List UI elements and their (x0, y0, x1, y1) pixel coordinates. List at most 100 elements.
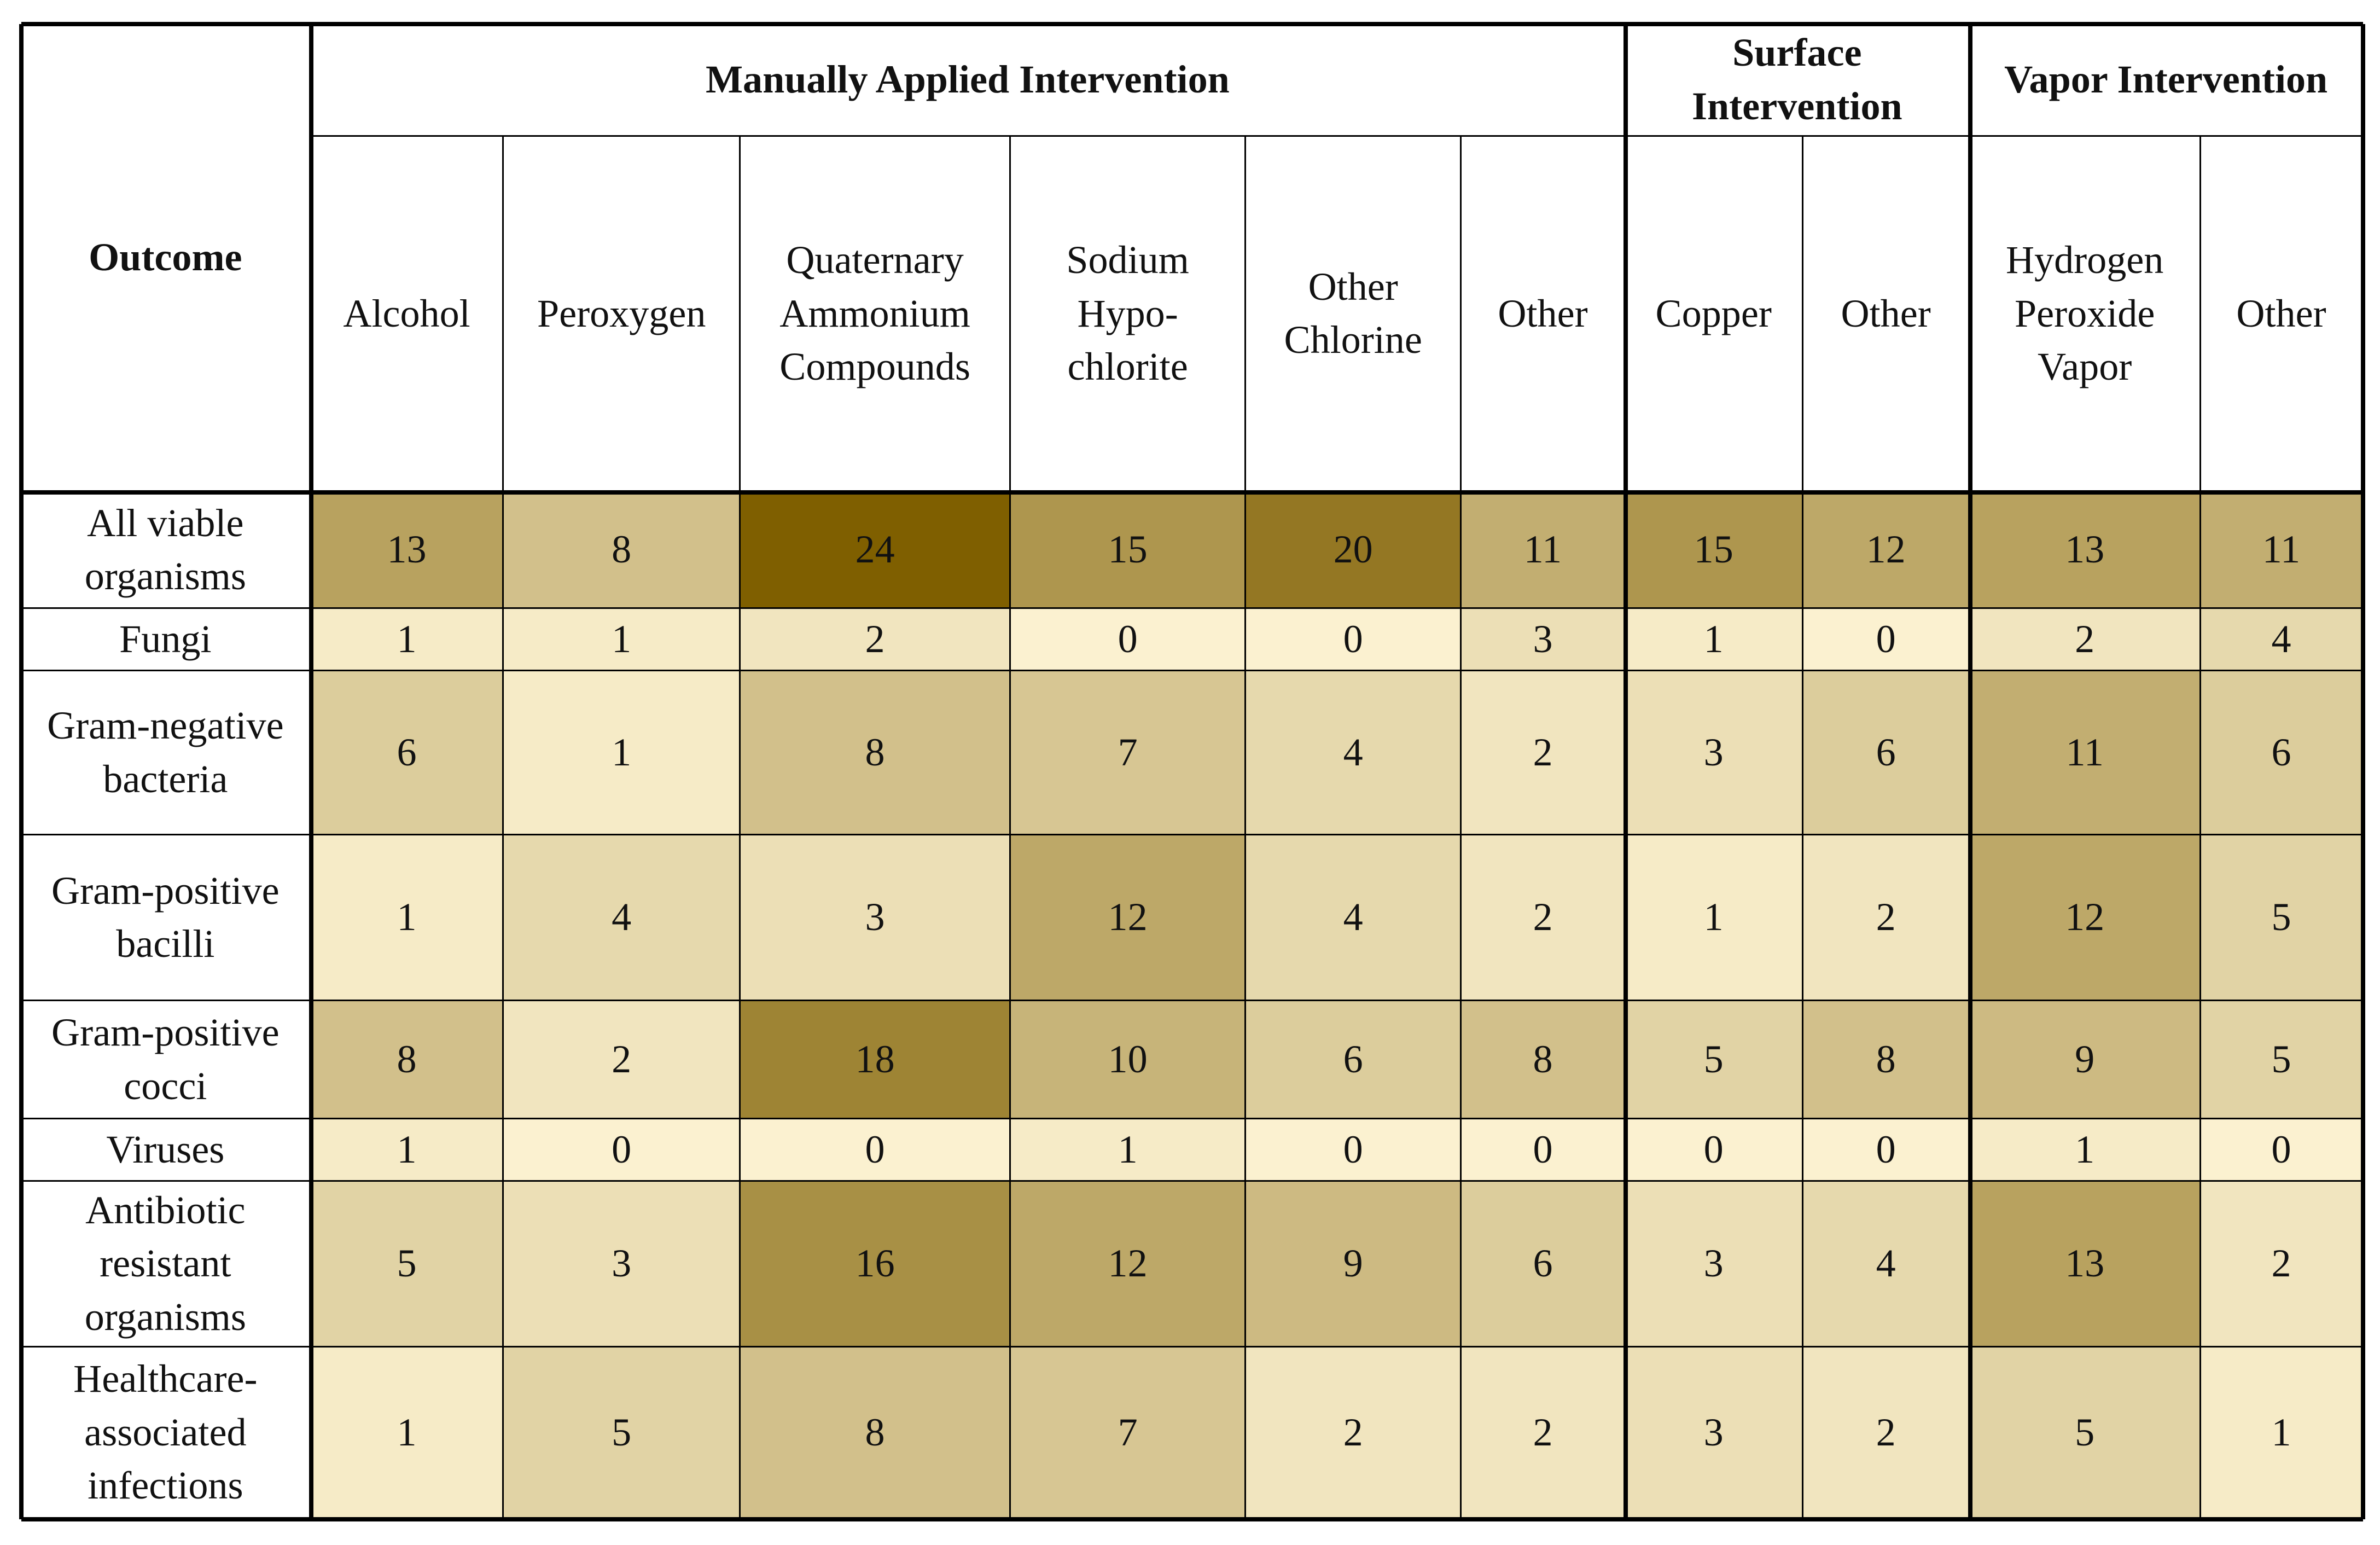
heat-cell: 1 (1011, 1119, 1247, 1182)
heat-cell: 8 (311, 1001, 504, 1120)
heat-cell: 5 (504, 1347, 741, 1519)
column-header: Hydrogen Peroxide Vapor (1970, 136, 2201, 492)
row-label: Healthcare-associated infections (21, 1347, 311, 1519)
heat-cell: 13 (311, 492, 504, 609)
heat-cell: 12 (1011, 835, 1247, 1001)
heat-cell: 7 (1011, 671, 1247, 836)
heat-cell: 0 (1462, 1119, 1626, 1182)
row-label: Viruses (21, 1119, 311, 1182)
heat-cell: 2 (1462, 835, 1626, 1001)
heat-cell: 2 (741, 609, 1011, 672)
heat-cell: 20 (1246, 492, 1462, 609)
heat-cell: 15 (1011, 492, 1247, 609)
table-rule (2361, 24, 2366, 1519)
heat-cell: 1 (1970, 1119, 2201, 1182)
row-label: All viable organisms (21, 492, 311, 609)
heat-cell: 6 (1246, 1001, 1462, 1120)
column-header: Other (2201, 136, 2364, 492)
heat-cell: 3 (1625, 671, 1803, 836)
heat-cell: 1 (311, 1347, 504, 1519)
heat-cell: 5 (311, 1182, 504, 1347)
heat-cell: 9 (1970, 1001, 2201, 1120)
heat-cell: 0 (1803, 1119, 1970, 1182)
heat-cell: 12 (1803, 492, 1970, 609)
heat-cell: 0 (741, 1119, 1011, 1182)
heat-cell: 1 (311, 1119, 504, 1182)
heat-cell: 8 (1462, 1001, 1626, 1120)
heat-cell: 3 (1625, 1347, 1803, 1519)
column-header: Peroxygen (504, 136, 741, 492)
column-header: Quaternary Ammonium Compounds (741, 136, 1011, 492)
column-header: Alcohol (311, 136, 504, 492)
table-rule (21, 22, 2364, 27)
table-rule (1968, 24, 1972, 1519)
heat-cell: 1 (2201, 1347, 2364, 1519)
heat-cell: 3 (504, 1182, 741, 1347)
heat-cell: 0 (504, 1119, 741, 1182)
heat-cell: 8 (504, 492, 741, 609)
heat-cell: 2 (1803, 1347, 1970, 1519)
heat-cell: 1 (311, 609, 504, 672)
column-header: Other (1803, 136, 1970, 492)
heat-cell: 11 (2201, 492, 2364, 609)
column-header: Other Chlorine (1246, 136, 1462, 492)
heat-cell: 2 (1970, 609, 2201, 672)
heat-cell: 8 (741, 1347, 1011, 1519)
heat-cell: 2 (504, 1001, 741, 1120)
heat-cell: 16 (741, 1182, 1011, 1347)
table-rule (19, 24, 24, 1519)
group-header: Surface Intervention (1625, 24, 1970, 137)
heat-cell: 9 (1246, 1182, 1462, 1347)
heat-cell: 0 (1246, 1119, 1462, 1182)
heat-cell: 24 (741, 492, 1011, 609)
heat-cell: 12 (1011, 1182, 1247, 1347)
heat-cell: 1 (1625, 609, 1803, 672)
heat-cell: 6 (1803, 671, 1970, 836)
row-label: Antibiotic resistant organisms (21, 1182, 311, 1347)
heat-cell: 8 (1803, 1001, 1970, 1120)
heat-cell: 0 (1011, 609, 1247, 672)
heat-cell: 1 (1625, 835, 1803, 1001)
heat-cell: 11 (1462, 492, 1626, 609)
table-rule (309, 24, 313, 1519)
column-header: Other (1462, 136, 1626, 492)
heat-cell: 6 (1462, 1182, 1626, 1347)
heat-cell: 2 (2201, 1182, 2364, 1347)
heat-cell: 4 (1246, 671, 1462, 836)
heat-cell: 6 (2201, 671, 2364, 836)
group-header: Vapor Intervention (1970, 24, 2364, 137)
heat-cell: 0 (1246, 609, 1462, 672)
table-rule (21, 490, 2364, 495)
heat-cell: 5 (2201, 1001, 2364, 1120)
heat-cell: 18 (741, 1001, 1011, 1120)
heat-cell: 3 (1462, 609, 1626, 672)
column-header: Sodium Hypo-chlorite (1011, 136, 1247, 492)
heat-cell: 11 (1970, 671, 2201, 836)
heat-cell: 3 (1625, 1182, 1803, 1347)
group-header: Manually Applied Intervention (311, 24, 1626, 137)
heat-cell: 2 (1246, 1347, 1462, 1519)
heat-cell: 13 (1970, 492, 2201, 609)
heat-cell: 0 (1625, 1119, 1803, 1182)
row-label: Fungi (21, 609, 311, 672)
row-label: Gram-positive cocci (21, 1001, 311, 1120)
heat-cell: 2 (1462, 671, 1626, 836)
heat-cell: 6 (311, 671, 504, 836)
heat-cell: 4 (1803, 1182, 1970, 1347)
heat-cell: 1 (311, 835, 504, 1001)
table-rule (1623, 24, 1628, 1519)
heat-cell: 3 (741, 835, 1011, 1001)
heat-cell: 5 (2201, 835, 2364, 1001)
column-header: Copper (1625, 136, 1803, 492)
heat-cell: 7 (1011, 1347, 1247, 1519)
table-rule (21, 1517, 2364, 1521)
heat-cell: 2 (1462, 1347, 1626, 1519)
heat-cell: 15 (1625, 492, 1803, 609)
heat-cell: 4 (504, 835, 741, 1001)
outcome-header: Outcome (21, 24, 311, 492)
heat-cell: 4 (1246, 835, 1462, 1001)
heat-cell: 5 (1625, 1001, 1803, 1120)
heat-cell: 0 (2201, 1119, 2364, 1182)
heat-cell: 0 (1803, 609, 1970, 672)
